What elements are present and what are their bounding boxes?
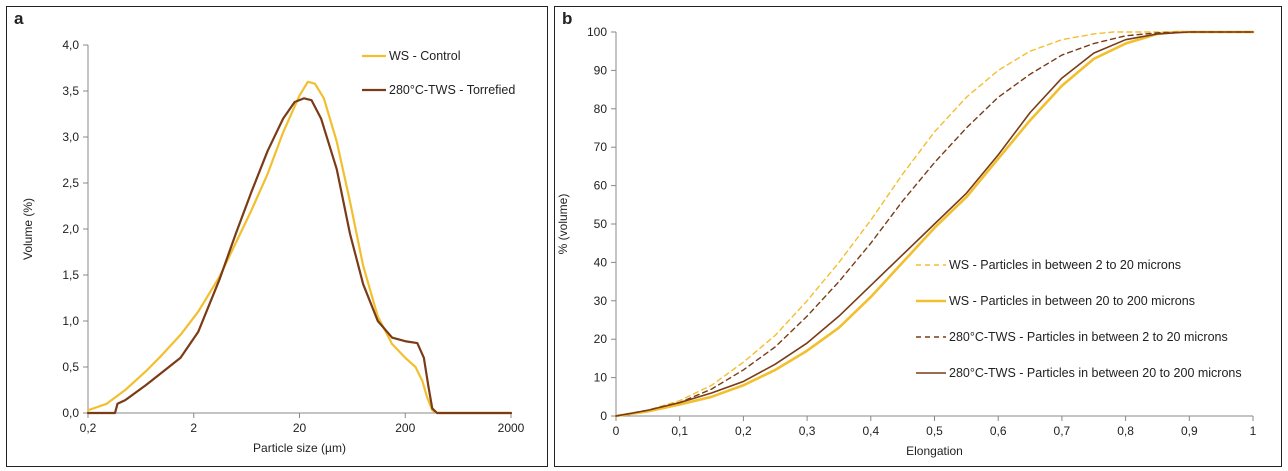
y-tick-label: 70 — [594, 140, 608, 154]
x-tick-label: 2 — [190, 421, 197, 435]
y-tick-label: 0,5 — [62, 360, 79, 374]
series-line-1 — [86, 80, 513, 415]
x-tick-label: 0 — [613, 424, 620, 438]
x-tick-label: 0,8 — [1117, 424, 1134, 438]
legend-label: WS - Particles in between 2 to 20 micron… — [949, 258, 1181, 272]
y-tick-label: 100 — [587, 25, 607, 39]
x-tick-label: 0,2 — [735, 424, 752, 438]
y-tick-label: 0,0 — [62, 406, 79, 420]
x-tick-label: 2000 — [498, 421, 525, 435]
series-line-4 — [615, 31, 1254, 417]
x-tick-label: 0,6 — [990, 424, 1007, 438]
x-tick-label: 200 — [395, 421, 415, 435]
y-axis-title: Volume (%) — [21, 198, 35, 260]
x-tick-label: 0,2 — [80, 421, 97, 435]
x-tick-label: 20 — [293, 421, 307, 435]
y-tick-label: 1,0 — [62, 314, 79, 328]
x-axis-title: Elongation — [906, 444, 963, 458]
panel-label: b — [562, 9, 573, 28]
y-tick-label: 40 — [594, 255, 608, 269]
y-tick-label: 3,5 — [62, 84, 79, 98]
x-tick-label: 0,1 — [671, 424, 688, 438]
y-tick-label: 2,0 — [62, 222, 79, 236]
x-tick-label: 0,5 — [926, 424, 943, 438]
y-tick-label: 10 — [594, 371, 608, 385]
y-tick-label: 30 — [594, 294, 608, 308]
x-tick-label: 0,4 — [862, 424, 879, 438]
x-tick-label: 1 — [1250, 424, 1257, 438]
legend-label: 280°C-TWS - Particles in between 20 to 2… — [949, 366, 1242, 380]
legend-label: WS - Particles in between 20 to 200 micr… — [949, 294, 1195, 308]
series-line-2 — [86, 97, 513, 415]
y-axis-title: % (volume) — [556, 194, 570, 255]
y-tick-label: 4,0 — [62, 38, 79, 52]
y-tick-label: 0 — [600, 409, 607, 423]
chart-panel-a: a 0,0 0,5 1,0 1,5 2,0 2,5 3,0 3,5 4,0 0,2 2 20 200 20… — [6, 6, 548, 467]
panel-label: a — [14, 9, 24, 28]
x-tick-label: 0,9 — [1181, 424, 1198, 438]
y-tick-label: 90 — [594, 63, 608, 77]
x-tick-label: 0,7 — [1054, 424, 1071, 438]
chart-a-svg: 0,0 0,5 1,0 1,5 2,0 2,5 3,0 3,5 4,0 0,2 2 20 200 2000… — [21, 38, 525, 455]
y-tick-label: 1,5 — [62, 268, 79, 282]
series-line-3 — [615, 31, 1254, 417]
series-line-1 — [615, 31, 1254, 417]
y-tick-label: 20 — [594, 332, 608, 346]
legend-label: 280°C-TWS - Torrefied — [389, 83, 515, 97]
legend-label: WS - Control — [389, 49, 461, 63]
x-axis-title: Particle size (µm) — [253, 441, 346, 455]
y-tick-label: 50 — [594, 217, 608, 231]
x-tick-label: 0,3 — [799, 424, 816, 438]
y-tick-label: 3,0 — [62, 130, 79, 144]
y-tick-label: 60 — [594, 179, 608, 193]
legend-label: 280°C-TWS - Particles in between 2 to 20… — [949, 330, 1228, 344]
y-tick-label: 2,5 — [62, 176, 79, 190]
chart-b-svg: 0 10 20 30 40 50 60 70 80 90 100 0 0,1 0,2 0,3 0,4 0,5 0,… — [556, 25, 1257, 458]
series-line-2 — [614, 30, 1255, 418]
chart-panel-b: b 0 10 20 30 40 50 60 70 80 90 100 0 0,1 0,2 0,3 0,4 0,5… — [554, 6, 1282, 467]
y-tick-label: 80 — [594, 102, 608, 116]
